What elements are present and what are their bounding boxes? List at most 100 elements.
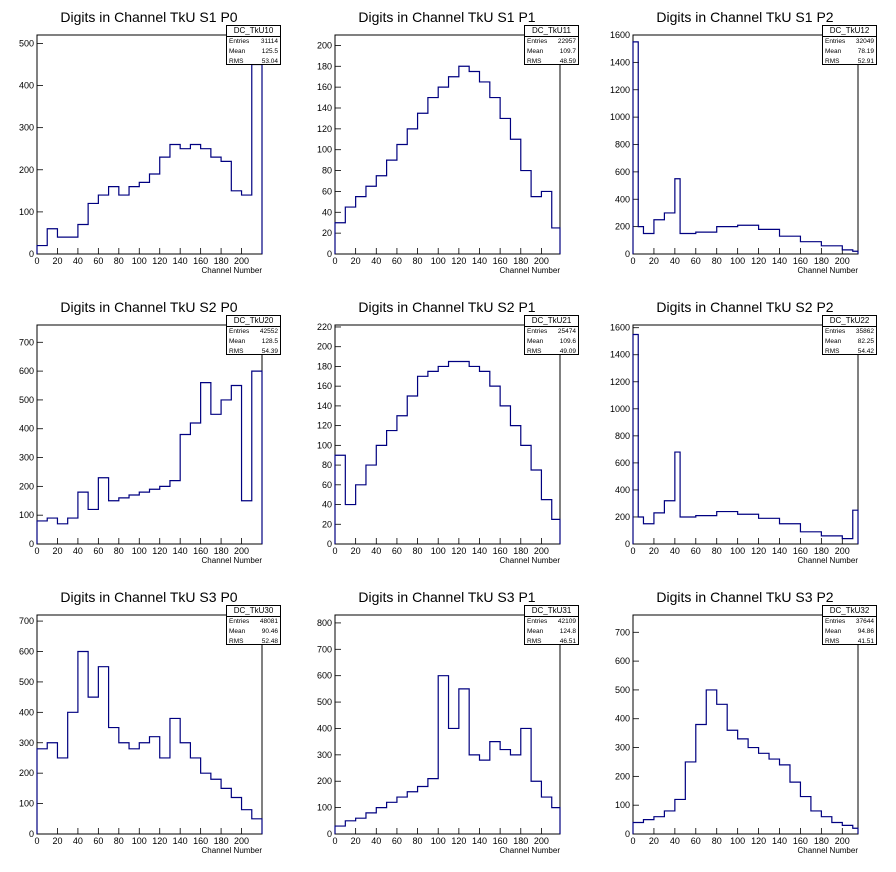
stats-label: RMS bbox=[527, 58, 542, 65]
x-tick-label: 140 bbox=[772, 256, 787, 266]
histogram-series bbox=[36, 370, 263, 544]
stats-row: Entries 31114 bbox=[227, 37, 280, 47]
x-tick-label: 200 bbox=[835, 836, 850, 846]
y-tick-label: 0 bbox=[327, 539, 332, 549]
y-tick-label: 600 bbox=[317, 671, 332, 681]
plot-frame bbox=[334, 614, 561, 835]
x-tick-label: 20 bbox=[649, 256, 659, 266]
y-tick-label: 200 bbox=[317, 40, 332, 50]
stats-row: RMS 49.09 bbox=[525, 347, 578, 357]
y-tick-label: 100 bbox=[19, 799, 34, 809]
stats-label: Entries bbox=[229, 618, 250, 625]
y-tick-label: 200 bbox=[615, 222, 630, 232]
x-tick-label: 140 bbox=[173, 836, 188, 846]
stats-row: RMS 54.39 bbox=[227, 347, 280, 357]
stats-value: 54.42 bbox=[857, 348, 874, 355]
y-tick-label: 100 bbox=[19, 510, 34, 520]
stats-row: RMS 53.04 bbox=[227, 57, 280, 67]
x-tick-label: 100 bbox=[431, 256, 446, 266]
y-tick-label: 500 bbox=[615, 685, 630, 695]
x-tick-label: 180 bbox=[513, 836, 528, 846]
histogram-series bbox=[334, 675, 561, 834]
x-tick-label: 180 bbox=[814, 256, 829, 266]
chart-title: Digits in Channel TkU S3 P1 bbox=[358, 589, 536, 605]
y-tick-label: 40 bbox=[322, 207, 332, 217]
x-tick-label: 60 bbox=[93, 546, 103, 556]
x-tick-label: 100 bbox=[730, 546, 745, 556]
stats-row: Mean 78.19 bbox=[823, 47, 876, 57]
y-tick-label: 20 bbox=[322, 228, 332, 238]
x-tick-label: 40 bbox=[73, 546, 83, 556]
stats-label: RMS bbox=[825, 58, 840, 65]
x-tick-label: 140 bbox=[173, 256, 188, 266]
x-tick-label: 100 bbox=[730, 836, 745, 846]
stats-value: 94.86 bbox=[857, 628, 874, 635]
x-tick-label: 0 bbox=[34, 546, 39, 556]
y-tick-label: 160 bbox=[317, 381, 332, 391]
y-tick-label: 100 bbox=[317, 145, 332, 155]
stats-label: RMS bbox=[229, 58, 244, 65]
stats-row: RMS 41.51 bbox=[823, 637, 876, 647]
x-tick-label: 80 bbox=[114, 256, 124, 266]
stats-row: Entries 35862 bbox=[823, 327, 876, 337]
y-tick-label: 500 bbox=[317, 697, 332, 707]
plot-frame bbox=[36, 614, 263, 835]
stats-row: Mean 128.5 bbox=[227, 337, 280, 347]
stats-row: Entries 42552 bbox=[227, 327, 280, 337]
x-tick-label: 120 bbox=[451, 546, 466, 556]
x-tick-label: 100 bbox=[132, 546, 147, 556]
histogram-name: DC_TkU10 bbox=[227, 26, 280, 37]
x-tick-label: 60 bbox=[691, 546, 701, 556]
stats-label: Entries bbox=[825, 328, 846, 335]
y-tick-label: 400 bbox=[317, 723, 332, 733]
histogram-plot: 0 100 200 300 400 500 0 20 40 60 80 100 120 140 160 180… bbox=[19, 34, 263, 266]
stats-value: 48081 bbox=[259, 618, 278, 625]
x-axis-label: Channel Number bbox=[201, 556, 262, 565]
x-tick-label: 180 bbox=[814, 836, 829, 846]
stats-box: DC_TkU20 Entries 42552 Mean 128.5 RMS 54.39 bbox=[226, 315, 281, 355]
histogram-panel: 0 100 200 300 400 500 600 700 0 20 40 60 80 100 120 140… bbox=[0, 580, 298, 870]
y-tick-label: 600 bbox=[19, 366, 34, 376]
stats-label: RMS bbox=[527, 348, 542, 355]
x-tick-label: 100 bbox=[132, 256, 147, 266]
stats-box: DC_TkU21 Entries 25474 Mean 109.6 RMS 49.09 bbox=[524, 315, 579, 355]
x-tick-label: 160 bbox=[493, 546, 508, 556]
plot-frame bbox=[334, 34, 561, 255]
stats-value: 52.91 bbox=[857, 58, 874, 65]
y-tick-label: 300 bbox=[19, 453, 34, 463]
y-tick-label: 800 bbox=[615, 431, 630, 441]
stats-label: Mean bbox=[527, 338, 544, 345]
y-tick-label: 0 bbox=[29, 539, 34, 549]
histogram-plot: 0 100 200 300 400 500 600 700 0 20 40 60 80 100 120 140… bbox=[615, 614, 859, 846]
chart-title: Digits in Channel TkU S3 P2 bbox=[656, 589, 834, 605]
x-tick-label: 200 bbox=[534, 256, 549, 266]
y-tick-label: 1600 bbox=[610, 323, 630, 333]
histogram-plot: 0 100 200 300 400 500 600 700 0 20 40 60 80 100 120 140… bbox=[19, 614, 263, 846]
y-tick-label: 400 bbox=[615, 714, 630, 724]
y-tick-label: 200 bbox=[19, 768, 34, 778]
y-tick-label: 180 bbox=[317, 361, 332, 371]
y-tick-label: 1600 bbox=[610, 30, 630, 40]
y-tick-label: 800 bbox=[615, 140, 630, 150]
x-tick-label: 160 bbox=[193, 256, 208, 266]
x-tick-label: 40 bbox=[670, 256, 680, 266]
stats-row: Entries 37644 bbox=[823, 617, 876, 627]
y-tick-label: 300 bbox=[317, 750, 332, 760]
x-tick-label: 40 bbox=[371, 546, 381, 556]
y-tick-label: 100 bbox=[317, 803, 332, 813]
x-tick-label: 160 bbox=[493, 836, 508, 846]
stats-value: 48.59 bbox=[559, 58, 576, 65]
x-tick-label: 40 bbox=[73, 836, 83, 846]
y-tick-label: 1000 bbox=[610, 404, 630, 414]
y-tick-label: 1400 bbox=[610, 57, 630, 67]
stats-label: Entries bbox=[527, 328, 548, 335]
y-tick-label: 1200 bbox=[610, 377, 630, 387]
y-tick-label: 300 bbox=[19, 123, 34, 133]
x-axis-label: Channel Number bbox=[499, 266, 560, 275]
y-tick-label: 0 bbox=[625, 539, 630, 549]
x-tick-label: 180 bbox=[214, 836, 229, 846]
stats-value: 49.09 bbox=[559, 348, 576, 355]
x-tick-label: 180 bbox=[214, 546, 229, 556]
stats-value: 109.6 bbox=[559, 338, 576, 345]
chart-title: Digits in Channel TkU S2 P1 bbox=[358, 299, 536, 315]
